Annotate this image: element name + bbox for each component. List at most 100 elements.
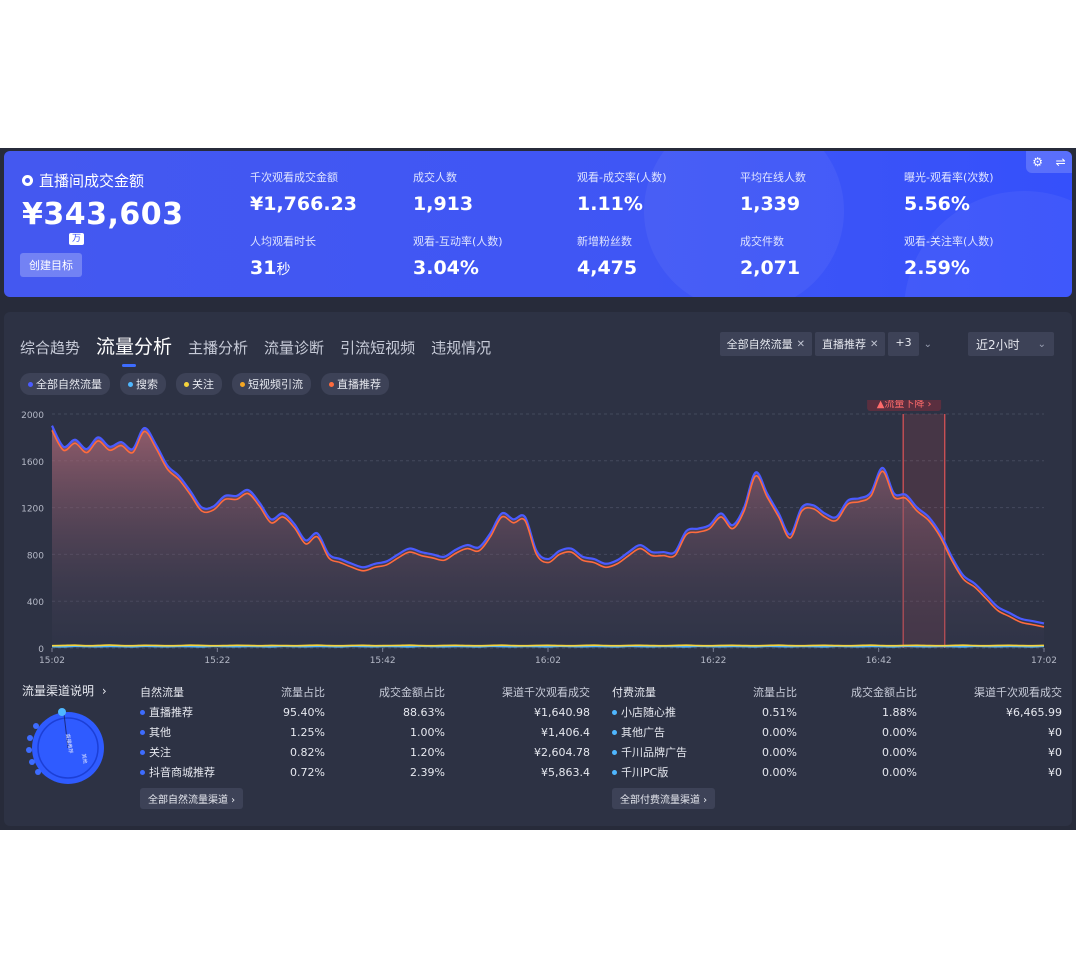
- table-cell: 1.88%: [882, 705, 917, 719]
- table-row[interactable]: 直播推荐 95.40% 88.63% ¥1,640.98: [140, 702, 590, 722]
- kpi-metric: 观看-关注率(人数) 2.59%: [904, 233, 994, 279]
- pie-ring: [37, 717, 99, 779]
- view-all-label: 全部付费流量渠道: [620, 795, 700, 806]
- table-row[interactable]: 抖音商城推荐 0.72% 2.39% ¥5,863.4: [140, 762, 590, 782]
- y-tick-label: 1600: [21, 458, 44, 468]
- channel-label: 抖音商城推荐: [149, 766, 215, 779]
- legend-item[interactable]: 直播推荐: [321, 373, 389, 395]
- close-icon[interactable]: ✕: [870, 338, 879, 350]
- kpi-metric-label: 观看-成交率(人数): [577, 171, 667, 184]
- x-tick-label: 16:42: [866, 656, 892, 666]
- channel-name: 关注: [140, 744, 250, 760]
- table-header-cell: 付费流量: [612, 686, 656, 699]
- chevron-right-icon: ›: [101, 684, 107, 698]
- table-cell: 0.00%: [762, 725, 797, 739]
- legend-item[interactable]: 短视频引流: [232, 373, 311, 395]
- channel-explain-link[interactable]: 流量渠道说明 ›: [22, 682, 107, 699]
- time-range-select[interactable]: 近2小时 ⌄: [968, 332, 1054, 356]
- table-cell: ¥5,863.4: [541, 765, 590, 779]
- create-goal-button[interactable]: 创建目标: [20, 253, 82, 277]
- kpi-metric-number: 2,071: [740, 257, 801, 279]
- table-cell: 1.25%: [290, 725, 325, 739]
- gmv-icon: [22, 175, 33, 186]
- table-cell: 0.00%: [882, 725, 917, 739]
- pie-slice-small: [26, 747, 32, 753]
- unit-toggle[interactable]: 万: [69, 233, 85, 245]
- table-row[interactable]: 其他广告 0.00% 0.00% ¥0: [612, 722, 1062, 742]
- channel-swatch: [612, 729, 617, 735]
- channel-swatch: [140, 709, 145, 715]
- table-row[interactable]: 千川品牌广告 0.00% 0.00% ¥0: [612, 742, 1062, 762]
- kpi-metric-value: 2,071: [740, 257, 800, 279]
- swap-icon[interactable]: ⇌: [1055, 155, 1066, 169]
- kpi-metric-number: ¥1,766.23: [250, 193, 357, 215]
- tab-item[interactable]: 主播分析: [188, 339, 249, 357]
- tab-item[interactable]: 流量分析: [96, 332, 172, 367]
- legend-item[interactable]: 关注: [176, 373, 222, 395]
- y-tick-label: 2000: [21, 411, 44, 421]
- tab-item[interactable]: 综合趋势: [20, 339, 81, 357]
- table-cell: 95.40%: [283, 705, 325, 719]
- kpi-metric-number: 5.56%: [904, 193, 970, 215]
- x-tick-label: 16:02: [535, 656, 561, 666]
- tab-item[interactable]: 流量诊断: [264, 339, 325, 357]
- kpi-metric-value: 5.56%: [904, 193, 994, 215]
- channel-name: 千川PC版: [612, 764, 722, 780]
- table-row[interactable]: 其他 1.25% 1.00% ¥1,406.4: [140, 722, 590, 742]
- channel-swatch: [612, 769, 617, 775]
- y-tick-label: 1200: [21, 505, 44, 515]
- table-row[interactable]: 关注 0.82% 1.20% ¥2,604.78: [140, 742, 590, 762]
- legend-item[interactable]: 搜索: [120, 373, 166, 395]
- channel-name: 千川品牌广告: [612, 744, 722, 760]
- filter-more-chip[interactable]: +3: [888, 332, 919, 356]
- table-cell: 0.51%: [762, 705, 797, 719]
- kpi-metric-label: 观看-互动率(人数): [413, 235, 503, 248]
- kpi-metric-label: 人均观看时长: [250, 235, 316, 248]
- table-header-cell: 自然流量: [140, 686, 184, 699]
- legend-label: 短视频引流: [248, 378, 303, 391]
- kpi-metric-label: 新增粉丝数: [577, 235, 632, 248]
- drop-annotation-label: ▲流量下降 ›: [877, 400, 932, 410]
- kpi-metric-value: 1,913: [413, 193, 473, 215]
- kpi-metric-value: 1.11%: [577, 193, 667, 215]
- chevron-down-icon[interactable]: ⌄: [923, 338, 932, 350]
- settings-icon[interactable]: ⚙: [1032, 155, 1044, 169]
- gmv-value: ¥343,603: [22, 197, 184, 232]
- x-tick-label: 15:42: [370, 656, 396, 666]
- view-all-channels-button[interactable]: 全部自然流量渠道 ›: [140, 788, 244, 809]
- table-header-cell: 成交金额占比: [379, 686, 445, 699]
- table-cell: 88.63%: [403, 705, 445, 719]
- legend-item[interactable]: 全部自然流量: [20, 373, 110, 395]
- tab-item[interactable]: 违规情况: [431, 339, 492, 357]
- pie-slice-small: [27, 735, 33, 741]
- gmv-title: 直播间成交金额: [22, 170, 144, 191]
- filter-chip[interactable]: 全部自然流量 ✕: [719, 332, 812, 356]
- kpi-metric: 成交人数 1,913: [413, 169, 473, 215]
- kpi-metric-label: 千次观看成交金额: [250, 171, 338, 184]
- table-row[interactable]: 千川PC版 0.00% 0.00% ¥0: [612, 762, 1062, 782]
- tab-bar: 综合趋势 流量分析 主播分析 流量诊断 引流短视频 违规情况: [20, 332, 492, 367]
- filter-chip-label: 直播推荐: [822, 338, 866, 351]
- table-row[interactable]: 小店随心推 0.51% 1.88% ¥6,465.99: [612, 702, 1062, 722]
- view-all-channels-button[interactable]: 全部付费流量渠道 ›: [612, 788, 716, 809]
- area-fill: [52, 425, 1044, 648]
- analysis-panel: 综合趋势 流量分析 主播分析 流量诊断 引流短视频 违规情况 全部自然流量 ✕ 直播推荐 …: [4, 312, 1072, 826]
- channel-swatch: [612, 709, 617, 715]
- table-cell: 1.00%: [410, 725, 445, 739]
- channel-pie: 直播推荐 其他: [26, 708, 104, 784]
- filter-chip[interactable]: 直播推荐 ✕: [815, 332, 886, 356]
- kpi-metric: 新增粉丝数 4,475: [577, 233, 637, 279]
- channel-explain-text: 流量渠道说明: [22, 684, 95, 698]
- kpi-metric-value: 1,339: [740, 193, 806, 215]
- pie-label: 其他: [80, 753, 89, 764]
- close-icon[interactable]: ✕: [796, 338, 805, 350]
- filter-chip-label: 全部自然流量: [726, 338, 793, 351]
- y-tick-label: 400: [27, 598, 44, 608]
- series-line: [51, 644, 1045, 647]
- kpi-banner: 直播间成交金额 ¥343,603 万 创建目标 千次观看成交金额 ¥1,766.2…: [4, 151, 1072, 297]
- kpi-metric-value: 31秒: [250, 257, 316, 279]
- tab-item[interactable]: 引流短视频: [340, 339, 416, 357]
- kpi-metric-label: 成交人数: [413, 171, 457, 184]
- drop-annotation-tag[interactable]: [867, 400, 942, 411]
- channel-label: 关注: [149, 746, 171, 759]
